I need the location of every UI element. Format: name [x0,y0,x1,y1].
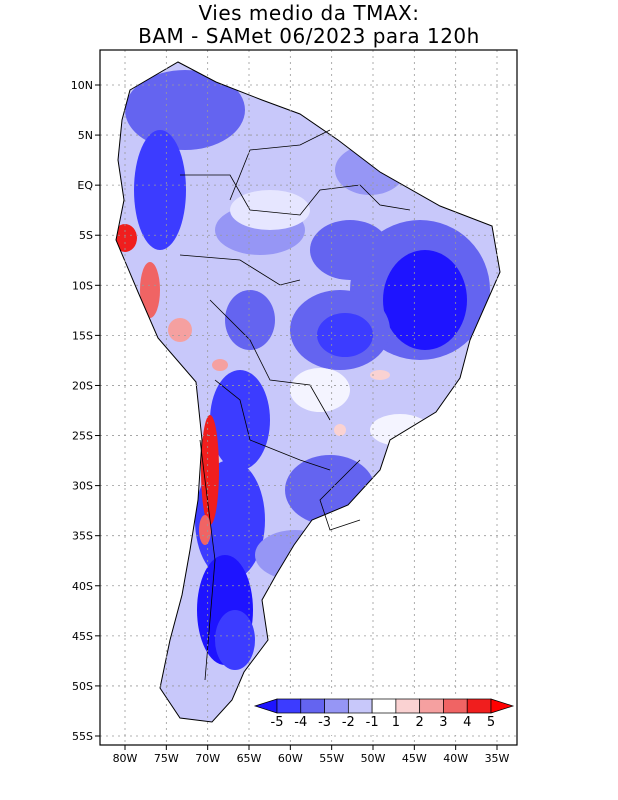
x-tick-label: 45W [402,752,427,765]
plot-frame: 80W 75W 70W 65W 60W 55W 50W 45W 40W 35W 10N 5N EQ 5S… [71,49,518,765]
colorbar-segment [395,698,421,714]
colorbar-label: -2 [342,715,355,730]
chart-title-line2: BAM - SAMet 06/2023 para 120h [138,24,480,48]
y-tick-label: 30S [72,480,93,493]
chart-title-line1: Vies medio da TMAX: [198,1,420,25]
bias-field [116,62,500,722]
colorbar-segment [300,698,325,714]
x-tick-label: 55W [319,752,344,765]
y-tick-label: 10S [72,279,93,292]
x-tick-label: 40W [443,752,468,765]
y-tick-label: 15S [72,329,93,342]
y-tick-label: EQ [77,179,93,192]
colorbar-label: -4 [294,715,307,730]
country-borders [179,129,411,681]
colorbar-label: 2 [416,715,424,730]
x-tick-label: 65W [237,752,262,765]
y-tick-label: 10N [71,79,93,92]
colorbar-label: -5 [271,715,284,730]
x-tick-label: 80W [113,752,138,765]
colorbar-segment [490,698,515,714]
y-tick-label: 25S [72,430,93,443]
colorbar-segment [347,698,373,714]
colorbar-segment [371,698,397,714]
colorbar-label: 4 [463,715,471,730]
x-tick-label: 50W [361,752,386,765]
x-tick-label: 75W [154,752,179,765]
x-tick-label: 60W [278,752,303,765]
y-tick-label: 20S [72,379,93,392]
y-tick-label: 40S [72,580,93,593]
colorbar-label: -1 [366,715,379,730]
y-tick-label: 50S [72,680,93,693]
colorbar: -5 -4 -3 -2 -1 1 2 3 4 5 [250,695,516,735]
y-tick-label: 45S [72,630,93,643]
y-tick-label: 5S [79,229,93,242]
coastline [115,61,501,723]
x-tick-label: 35W [485,752,510,765]
colorbar-label: -3 [318,715,331,730]
y-tick-label: 35S [72,530,93,543]
colorbar-segment [466,698,492,714]
y-tick-label: 5N [78,129,93,142]
colorbar-label: 3 [439,715,447,730]
x-tick-label: 70W [195,752,220,765]
colorbar-segment [324,698,349,714]
colorbar-label: 5 [487,715,495,730]
colorbar-label: 1 [392,715,400,730]
colorbar-segment [443,698,468,714]
colorbar-segment [419,698,444,714]
colorbar-segment [276,698,302,714]
y-tick-label: 55S [72,730,93,743]
